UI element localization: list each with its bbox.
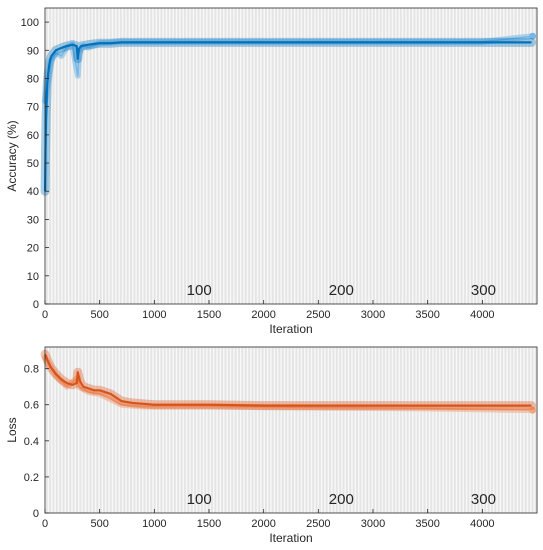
loss-epoch-grid — [46, 347, 538, 513]
accuracy-y-tick-label: 10 — [27, 271, 39, 283]
loss-training-line — [44, 353, 532, 407]
accuracy-y-tick-label: 30 — [27, 214, 39, 226]
accuracy-x-tick-label: 3000 — [361, 309, 385, 321]
accuracy-epoch-label: 300 — [471, 282, 496, 299]
loss-validation-line — [44, 357, 533, 411]
loss-final-validation-point — [529, 406, 537, 414]
accuracy-epoch-grid — [46, 8, 538, 304]
loss-x-tick-label: 2000 — [251, 518, 275, 530]
loss-x-tick-label: 500 — [90, 518, 108, 530]
loss-epoch-label: 200 — [329, 491, 354, 508]
loss-x-tick-label: 4000 — [470, 518, 494, 530]
accuracy-x-axis-label: Iteration — [269, 322, 312, 336]
accuracy-x-tick-label: 0 — [42, 309, 48, 321]
accuracy-y-tick-label: 60 — [27, 130, 39, 142]
loss-x-tick-label: 3500 — [415, 518, 439, 530]
loss-epoch-label: 100 — [187, 491, 212, 508]
accuracy-epoch-label: 200 — [329, 282, 354, 299]
accuracy-x-tick-label: 1000 — [142, 309, 166, 321]
accuracy-x-tick-label: 4000 — [470, 309, 494, 321]
loss-y-tick-label: 0.2 — [24, 472, 39, 484]
accuracy-y-tick-label: 80 — [27, 73, 39, 85]
accuracy-x-tick-label: 2000 — [251, 309, 275, 321]
accuracy-x-tick-label: 2500 — [306, 309, 330, 321]
loss-epoch-label: 300 — [471, 491, 496, 508]
accuracy-x-tick-label: 500 — [90, 309, 108, 321]
accuracy-y-axis-label: Accuracy (%) — [5, 120, 19, 191]
loss-x-axis-label: Iteration — [269, 531, 312, 545]
loss-y-tick-label: 0 — [33, 508, 39, 520]
loss-y-tick-label: 0.6 — [24, 400, 39, 412]
accuracy-epoch-label: 100 — [187, 282, 212, 299]
accuracy-y-tick-label: 100 — [21, 17, 39, 29]
loss-x-tick-label: 1500 — [197, 518, 221, 530]
loss-y-tick-label: 0.8 — [24, 364, 39, 376]
accuracy-y-tick-label: 0 — [33, 299, 39, 311]
accuracy-y-tick-label: 50 — [27, 158, 39, 170]
loss-chart: 100 200 3000 500 1000 1500 2000 2500 3000 3500 400… — [5, 346, 538, 545]
loss-x-tick-label: 1000 — [142, 518, 166, 530]
accuracy-chart: 100 200 3000 500 1000 1500 2000 2500 3000 3500 400… — [5, 7, 538, 336]
loss-x-tick-label: 3000 — [361, 518, 385, 530]
accuracy-y-tick-label: 70 — [27, 102, 39, 114]
loss-y-tick-label: 0.4 — [24, 436, 39, 448]
loss-x-tick-label: 0 — [42, 518, 48, 530]
accuracy-y-tick-label: 90 — [27, 45, 39, 57]
loss-x-tick-label: 2500 — [306, 518, 330, 530]
accuracy-training-line — [44, 41, 532, 192]
loss-axes-box — [44, 346, 538, 514]
accuracy-y-tick-label: 20 — [27, 243, 39, 255]
loss-y-axis-label: Loss — [5, 417, 19, 442]
accuracy-final-validation-point — [529, 32, 537, 40]
accuracy-y-tick-label: 40 — [27, 186, 39, 198]
accuracy-x-tick-label: 1500 — [197, 309, 221, 321]
accuracy-axes-box — [44, 7, 538, 305]
accuracy-x-tick-label: 3500 — [415, 309, 439, 321]
